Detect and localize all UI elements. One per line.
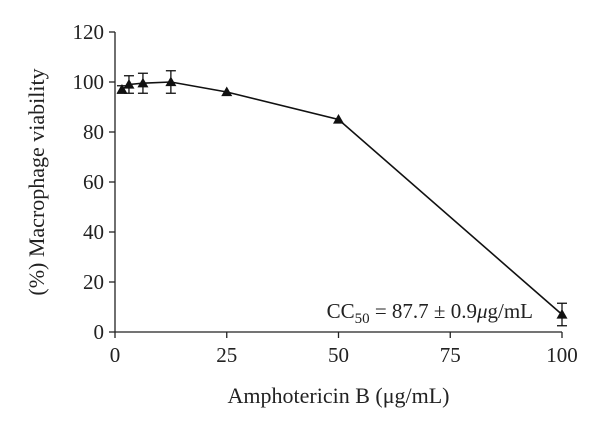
plot-area (116, 70, 568, 327)
data-point (137, 77, 149, 88)
y-tick-label: 100 (73, 70, 105, 94)
y-ticks: 0 20 40 60 80 100 120 (73, 20, 115, 344)
y-tick-label: 60 (83, 170, 104, 194)
data-point (221, 86, 233, 97)
y-tick-label: 80 (83, 120, 104, 144)
x-tick-label: 100 (546, 343, 578, 367)
data-point (123, 79, 135, 89)
y-axis-title: (%) Macrophage viability (24, 68, 49, 295)
data-point (333, 114, 344, 124)
axes (114, 32, 562, 333)
data-point (165, 76, 177, 87)
y-tick-label: 40 (83, 220, 104, 244)
y-tick-label: 20 (83, 270, 104, 294)
x-tick-label: 50 (328, 343, 349, 367)
cc50-unit-prefix: μ (476, 299, 488, 323)
x-tick-label: 0 (110, 343, 121, 367)
series-line (121, 81, 563, 316)
x-tick-label: 75 (440, 343, 461, 367)
data-point (556, 309, 568, 319)
x-tick-label: 25 (216, 343, 237, 367)
y-tick-label: 0 (94, 320, 105, 344)
y-tick-label: 120 (73, 20, 105, 44)
cc50-value: = 87.7 ± 0.9 (370, 299, 477, 323)
data-point (116, 84, 128, 94)
x-ticks: 0 25 50 75 100 (110, 332, 578, 367)
cc50-annotation: CC50 = 87.7 ± 0.9μg/mL (327, 299, 533, 327)
cc50-subscript: 50 (355, 311, 370, 327)
cc50-unit-suffix: g/mL (488, 299, 534, 323)
x-axis-title: Amphotericin B (μg/mL) (228, 383, 450, 408)
cc50-prefix: CC (327, 299, 355, 323)
